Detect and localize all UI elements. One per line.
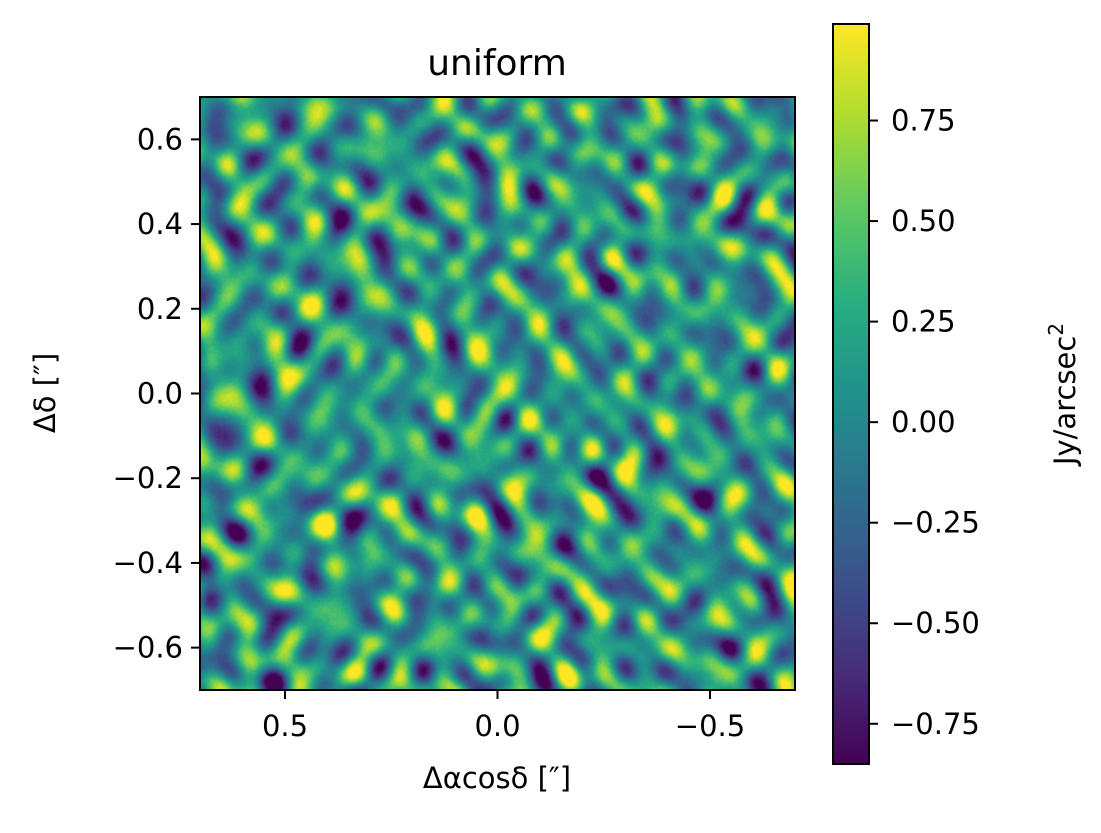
- colorbar-label-text: Jy/arcsec: [1048, 336, 1082, 467]
- x-axis-ticks: 0.5 0.0 −0.5: [262, 690, 745, 743]
- colorbar-tick-label: −0.75: [891, 707, 980, 741]
- y-tick-label: −0.4: [113, 546, 183, 580]
- x-axis-label: Δαcosδ [″]: [423, 761, 571, 795]
- colorbar-label-superscript: 2: [1044, 323, 1068, 336]
- y-axis-ticks: 0.6 0.4 0.2 0.0 −0.2 −0.4 −0.6: [113, 122, 200, 665]
- x-tick-label: 0.0: [474, 709, 520, 743]
- colorbar-label: Jy/arcsec2: [1044, 323, 1082, 467]
- y-tick-label: 0.6: [137, 122, 183, 156]
- x-tick-label: 0.5: [262, 709, 308, 743]
- colorbar-tick-label: 0.75: [891, 104, 956, 138]
- x-tick-label: −0.5: [675, 709, 745, 743]
- y-tick-label: 0.0: [137, 377, 183, 411]
- y-tick-label: −0.2: [113, 461, 183, 495]
- colorbar-tick-label: 0.00: [891, 405, 956, 439]
- colorbar-ticks: 0.75 0.50 0.25 0.00 −0.25 −0.50 −0.75: [869, 104, 980, 741]
- y-tick-label: 0.2: [137, 292, 183, 326]
- colorbar-tick-label: 0.25: [891, 305, 956, 339]
- y-axis-label: Δδ [″]: [28, 353, 62, 433]
- heatmap-image: [200, 97, 795, 690]
- colorbar-tick-label: 0.50: [891, 204, 956, 238]
- colorbar: [832, 23, 870, 765]
- colorbar-tick-label: −0.25: [891, 506, 980, 540]
- colorbar-tick-label: −0.50: [891, 606, 980, 640]
- y-tick-label: 0.4: [137, 207, 183, 241]
- y-tick-label: −0.6: [113, 631, 183, 665]
- chart-title: uniform: [427, 43, 567, 84]
